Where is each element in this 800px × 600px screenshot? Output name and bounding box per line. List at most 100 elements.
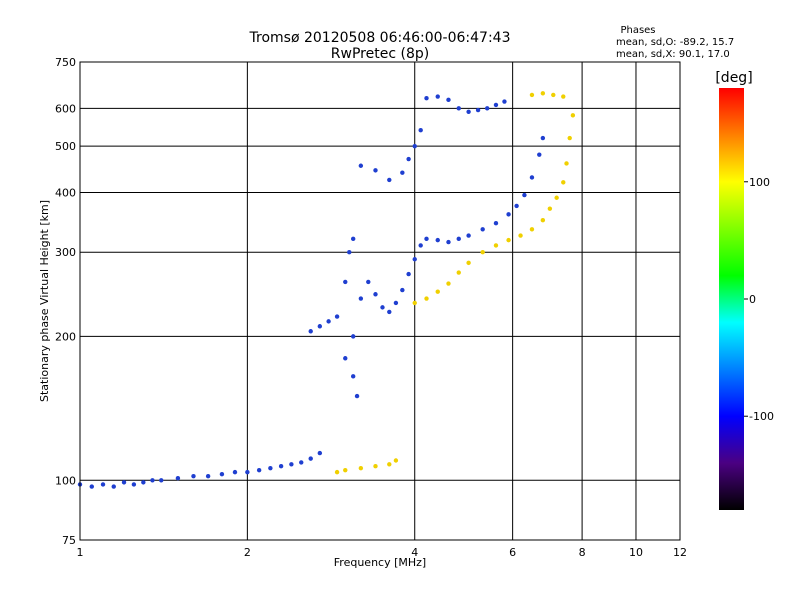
data-point	[350, 236, 356, 242]
phase-annotation-x: mean, sd,X: 90.1, 17.0	[616, 49, 730, 60]
data-point	[514, 203, 519, 209]
data-point	[554, 195, 559, 200]
data-point	[350, 334, 356, 339]
data-point	[547, 206, 553, 211]
data-point	[334, 314, 340, 319]
data-point	[232, 469, 238, 475]
y-tick-label: 300	[55, 246, 76, 259]
data-point	[308, 329, 313, 334]
x-tick-label: 2	[244, 546, 251, 559]
data-point	[418, 243, 423, 248]
data-point	[100, 482, 106, 487]
colorbar-tick-label: 0	[749, 293, 756, 306]
data-point	[141, 480, 146, 485]
data-point	[424, 296, 429, 301]
data-point	[493, 243, 499, 248]
data-point	[380, 305, 385, 310]
data-point	[506, 212, 511, 217]
x-tick-label: 1	[77, 546, 84, 559]
data-point	[466, 260, 471, 266]
data-point	[350, 374, 356, 379]
y-axis-label: Stationary phase Virtual Height [km]	[38, 200, 51, 402]
data-point	[551, 92, 556, 98]
data-point	[446, 281, 451, 286]
x-tick-label: 6	[509, 546, 516, 559]
data-point	[387, 462, 392, 467]
data-point	[159, 478, 164, 483]
y-tick-label: 75	[62, 534, 76, 547]
data-point	[308, 456, 313, 461]
colorbar	[719, 88, 744, 510]
colorbar-ticks: 100 0 -100	[744, 176, 774, 423]
y-tick-label: 500	[55, 140, 76, 153]
data-point	[131, 482, 137, 487]
data-point	[219, 471, 225, 477]
data-point	[205, 473, 211, 479]
x-tick-label: 4	[411, 546, 418, 559]
data-point	[412, 300, 417, 306]
data-point	[406, 271, 411, 277]
data-point	[561, 180, 566, 185]
y-tick-label: 100	[55, 474, 76, 487]
data-point	[358, 465, 364, 471]
data-point	[412, 143, 417, 149]
data-point	[418, 127, 423, 133]
data-point	[256, 467, 262, 473]
data-point	[424, 95, 429, 101]
data-point	[529, 227, 535, 232]
data-point	[387, 177, 392, 183]
data-point	[278, 464, 284, 469]
colorbar-label: [deg]	[715, 70, 752, 86]
data-point	[354, 393, 360, 399]
data-point	[358, 296, 364, 301]
data-point	[121, 480, 127, 485]
phase-annotation-o: mean, sd,O: -89.2, 15.7	[616, 37, 734, 48]
data-point	[480, 227, 485, 232]
data-point	[540, 135, 546, 141]
phase-annotation-heading: Phases	[620, 25, 655, 36]
data-point	[150, 478, 155, 483]
data-point	[435, 94, 440, 99]
data-point	[540, 91, 546, 96]
data-point	[435, 289, 440, 294]
data-point	[373, 464, 378, 469]
data-point	[289, 462, 294, 467]
data-point	[347, 250, 352, 255]
data-point	[456, 236, 461, 242]
data-point	[466, 109, 471, 115]
data-point	[111, 484, 116, 489]
y-tick-label: 600	[55, 102, 76, 115]
data-point	[326, 319, 331, 324]
data-point	[540, 218, 546, 223]
data-point	[299, 460, 304, 465]
data-point	[393, 458, 399, 463]
chart-subtitle: RwPretec (8p)	[331, 46, 429, 62]
y-axis-ticks: 75 100 200 300 400 500 600 750	[55, 56, 76, 547]
data-points	[77, 91, 576, 489]
data-point	[373, 292, 378, 297]
data-point	[400, 170, 405, 175]
data-point	[343, 279, 348, 285]
data-point	[245, 469, 250, 475]
colorbar-tick-label: -100	[749, 410, 774, 423]
data-point	[412, 257, 417, 262]
data-point	[522, 192, 527, 198]
data-point	[484, 106, 490, 111]
data-point	[506, 237, 511, 243]
data-point	[343, 356, 348, 361]
data-point	[317, 324, 323, 329]
y-tick-label: 400	[55, 186, 76, 199]
data-point	[393, 300, 399, 306]
data-point	[567, 135, 572, 141]
data-point	[373, 168, 378, 173]
x-axis-ticks: 1 2 4 6 8 10 12	[77, 546, 688, 559]
data-point	[502, 99, 507, 104]
data-point	[493, 221, 499, 226]
data-point	[561, 94, 566, 99]
x-tick-label: 8	[579, 546, 586, 559]
data-point	[529, 92, 535, 98]
data-point	[343, 467, 348, 473]
data-point	[406, 156, 411, 162]
data-point	[317, 450, 323, 456]
